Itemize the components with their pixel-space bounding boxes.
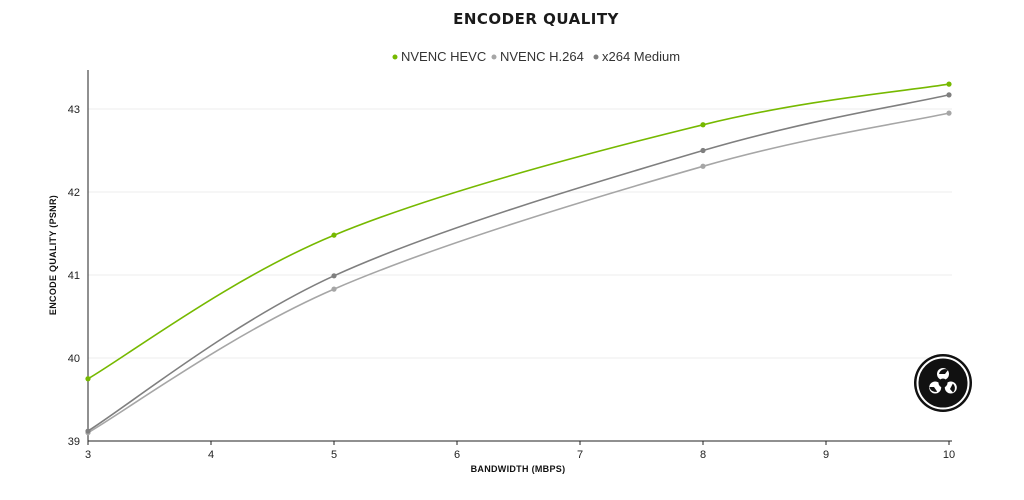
- x-tick-label: 9: [823, 449, 829, 461]
- chart-title: ENCODER QUALITY: [453, 10, 619, 28]
- data-point: [946, 92, 952, 98]
- x-tick-label: 3: [85, 449, 91, 461]
- y-tick-label: 39: [68, 436, 80, 448]
- y-tick-label: 41: [68, 270, 80, 282]
- legend-label: NVENC HEVC: [401, 49, 486, 64]
- x-tick-label: 10: [943, 449, 955, 461]
- series-line-1: [87, 83, 950, 380]
- x-axis-title: BANDWIDTH (MBPS): [471, 464, 566, 474]
- legend-label: NVENC H.264: [500, 49, 584, 64]
- data-point: [946, 81, 952, 87]
- data-point: [85, 428, 91, 434]
- x-tick-label: 6: [454, 449, 460, 461]
- data-point: [85, 376, 91, 382]
- data-point: [700, 122, 706, 128]
- obs-logo-icon: [914, 354, 972, 412]
- y-tick-label: 43: [68, 104, 80, 116]
- series-group: [85, 81, 952, 436]
- grid-lines: [88, 108, 952, 359]
- legend-label: x264 Medium: [602, 49, 680, 64]
- legend-marker: [491, 54, 497, 60]
- x-tick-label: 5: [331, 449, 337, 461]
- legend-marker: [593, 54, 599, 60]
- series-line-2: [87, 112, 950, 434]
- legend-marker: [392, 54, 398, 60]
- y-axis-title: ENCODE QUALITY (PSNR): [48, 195, 58, 315]
- data-point: [700, 147, 706, 154]
- x-axis-ticks: 3 4 5 6 7 8 9 10: [85, 441, 955, 461]
- y-axis-ticks: 39 40 41 42 43: [68, 104, 80, 448]
- data-point: [331, 273, 337, 279]
- x-tick-label: 4: [208, 449, 214, 461]
- series-line-3: [87, 94, 950, 432]
- legend: NVENC HEVC NVENC H.264 x264 Medium: [392, 49, 680, 64]
- data-point: [331, 286, 337, 292]
- y-tick-label: 42: [68, 187, 80, 199]
- data-point: [331, 232, 337, 238]
- x-tick-label: 7: [577, 449, 583, 461]
- x-tick-label: 8: [700, 449, 706, 461]
- data-point: [700, 163, 706, 169]
- y-tick-label: 40: [68, 353, 80, 365]
- data-point: [946, 110, 952, 116]
